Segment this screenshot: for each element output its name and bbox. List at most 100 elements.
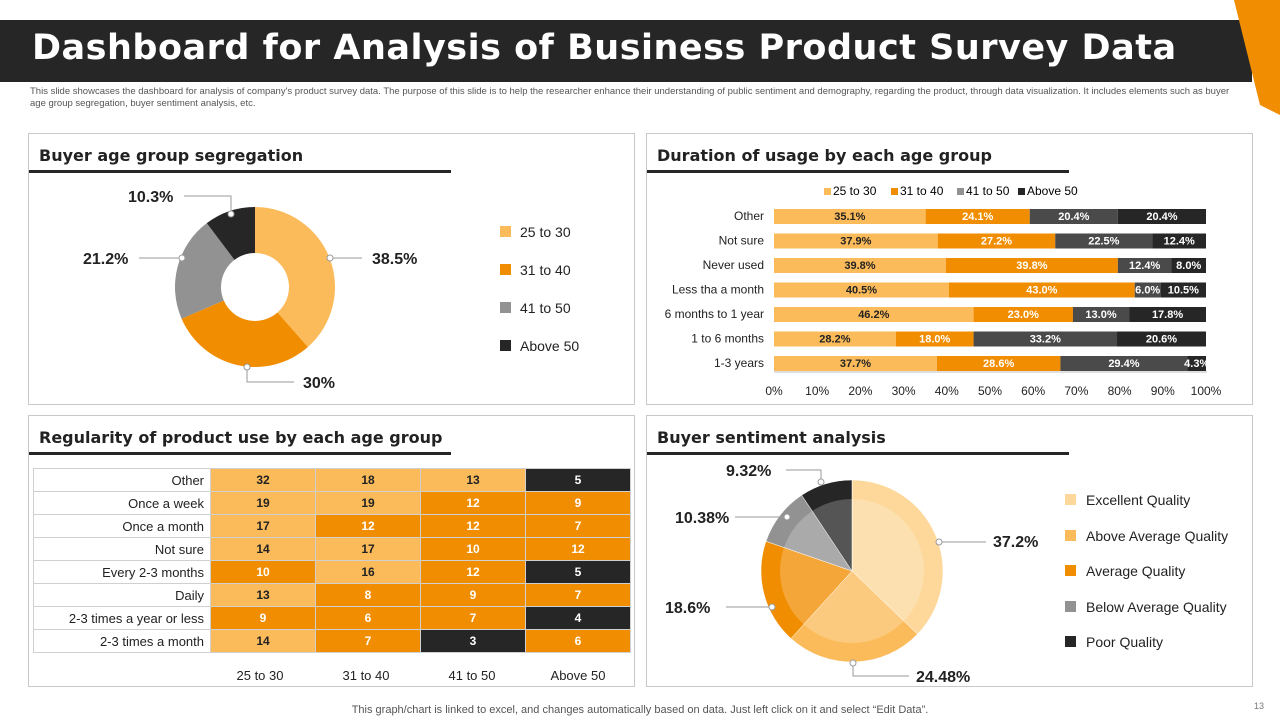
duration-legend-label: 31 to 40 bbox=[900, 184, 944, 198]
age-slice bbox=[255, 207, 335, 348]
duration-x-tick: 80% bbox=[1108, 384, 1132, 398]
regularity-row: Not sure 14 17 10 12 bbox=[33, 537, 631, 561]
regularity-cell: 10 bbox=[210, 560, 316, 584]
sentiment-legend: Excellent Quality Above Average Quality … bbox=[1065, 492, 1228, 650]
regularity-row: Daily 13 8 9 7 bbox=[33, 583, 631, 607]
sentiment-legend-label: Poor Quality bbox=[1086, 634, 1163, 650]
duration-data-label: 4.3% bbox=[1184, 358, 1209, 370]
page-number: 13 bbox=[1253, 701, 1264, 711]
duration-x-tick: 100% bbox=[1191, 384, 1222, 398]
sentiment-panel: Buyer sentiment analysis 37.2% 24.48% 18… bbox=[646, 415, 1253, 687]
regularity-cell: 5 bbox=[525, 468, 631, 492]
regularity-cell: 13 bbox=[420, 468, 526, 492]
duration-x-tick: 40% bbox=[935, 384, 959, 398]
age-legend-swatch bbox=[500, 340, 511, 351]
age-legend-swatch bbox=[500, 226, 511, 237]
sentiment-legend-swatch bbox=[1065, 565, 1076, 576]
duration-title: Duration of usage by each age group bbox=[657, 146, 992, 165]
sentiment-callout-dot bbox=[849, 659, 857, 667]
duration-bar-segment bbox=[774, 307, 974, 322]
regularity-title: Regularity of product use by each age gr… bbox=[39, 428, 443, 447]
regularity-cell: 7 bbox=[315, 629, 421, 653]
regularity-cell: 4 bbox=[525, 606, 631, 630]
duration-bar-segment bbox=[1060, 356, 1188, 371]
regularity-cell: 3 bbox=[420, 629, 526, 653]
duration-bar-segment bbox=[1055, 233, 1153, 249]
regularity-cell: 14 bbox=[210, 629, 316, 653]
duration-legend-label: Above 50 bbox=[1027, 184, 1078, 198]
regularity-row-label: 2-3 times a year or less bbox=[33, 606, 211, 630]
duration-bar-segment bbox=[895, 331, 974, 347]
sentiment-callout-line bbox=[786, 469, 822, 482]
duration-x-tick: 0% bbox=[765, 384, 783, 398]
sentiment-legend-label: Excellent Quality bbox=[1086, 492, 1190, 508]
sentiment-legend-swatch bbox=[1065, 530, 1076, 541]
duration-bar-segment bbox=[774, 356, 937, 371]
age-callout-dot bbox=[227, 210, 235, 218]
duration-data-label: 23.0% bbox=[1008, 309, 1039, 321]
duration-legend-swatch bbox=[824, 188, 831, 195]
duration-data-label: 40.5% bbox=[846, 285, 877, 297]
regularity-column-label: 41 to 50 bbox=[448, 668, 496, 683]
regularity-cell: 12 bbox=[420, 560, 526, 584]
age-legend-label: 31 to 40 bbox=[520, 262, 571, 278]
duration-legend-swatch bbox=[891, 188, 898, 195]
duration-x-tick: 30% bbox=[892, 384, 916, 398]
age-group-title: Buyer age group segregation bbox=[39, 146, 304, 165]
regularity-cell: 17 bbox=[210, 514, 316, 538]
age-legend: 25 to 30 31 to 40 41 to 50 Above 50 bbox=[500, 224, 579, 354]
duration-data-label: 12.4% bbox=[1164, 236, 1195, 248]
duration-legend-swatch bbox=[1018, 188, 1025, 195]
regularity-cell: 12 bbox=[420, 491, 526, 515]
regularity-cell: 7 bbox=[525, 583, 631, 607]
regularity-title-rule bbox=[29, 452, 451, 455]
regularity-column-label: 31 to 40 bbox=[342, 668, 390, 683]
regularity-cell: 17 bbox=[315, 537, 421, 561]
regularity-row-label: Once a week bbox=[33, 491, 211, 515]
duration-data-label: 39.8% bbox=[1016, 260, 1047, 272]
regularity-cell: 19 bbox=[315, 491, 421, 515]
regularity-row-label: Daily bbox=[33, 583, 211, 607]
duration-data-label: 39.8% bbox=[844, 260, 875, 272]
age-donut-chart: 38.5% 30% 21.2% 10.3% 25 to 30 31 to 40 … bbox=[83, 189, 579, 392]
duration-title-rule bbox=[647, 170, 1069, 173]
regularity-row-label: Once a month bbox=[33, 514, 211, 538]
regularity-column-labels: 25 to 30 31 to 40 41 to 50 Above 50 bbox=[207, 668, 631, 683]
duration-bar-segment bbox=[774, 258, 946, 273]
duration-x-tick: 10% bbox=[805, 384, 829, 398]
regularity-cell: 18 bbox=[315, 468, 421, 492]
sentiment-legend-label: Above Average Quality bbox=[1086, 528, 1228, 544]
age-slice bbox=[175, 223, 235, 319]
regularity-cell: 6 bbox=[315, 606, 421, 630]
age-legend-label: Above 50 bbox=[520, 338, 579, 354]
age-legend-swatch bbox=[500, 264, 511, 275]
duration-data-label: 24.1% bbox=[962, 211, 993, 223]
duration-category-label: 1 to 6 months bbox=[691, 332, 764, 346]
regularity-cell: 9 bbox=[525, 491, 631, 515]
duration-x-tick: 20% bbox=[848, 384, 872, 398]
duration-panel: Duration of usage by each age group 25 t… bbox=[646, 133, 1253, 405]
sentiment-callout-line bbox=[852, 663, 909, 677]
corner-accent bbox=[1234, 0, 1280, 115]
age-callout-dot bbox=[178, 254, 186, 262]
duration-data-label: 29.4% bbox=[1108, 358, 1139, 370]
duration-bar-segment bbox=[936, 356, 1061, 371]
duration-bar-segment bbox=[937, 233, 1056, 249]
sentiment-callout-dot bbox=[935, 538, 943, 546]
regularity-row: Once a month 17 12 12 7 bbox=[33, 514, 631, 538]
duration-bar-segment bbox=[774, 209, 926, 224]
duration-x-tick: 70% bbox=[1064, 384, 1088, 398]
duration-bar-segment bbox=[1072, 307, 1130, 322]
duration-category-label: Never used bbox=[703, 258, 764, 272]
duration-legend-swatch bbox=[957, 188, 964, 195]
duration-bar-segment bbox=[1152, 233, 1206, 249]
sentiment-callout-dot bbox=[768, 603, 776, 611]
regularity-heatmap: Other 32 18 13 5 Once a week 19 19 12 9 Once a mon… bbox=[33, 468, 631, 653]
duration-data-label: 8.0% bbox=[1176, 260, 1201, 272]
duration-data-label: 33.2% bbox=[1030, 334, 1061, 346]
sentiment-callout-dot bbox=[783, 513, 791, 521]
duration-bar-segment bbox=[1117, 258, 1172, 273]
sentiment-legend-label: Average Quality bbox=[1086, 563, 1185, 579]
regularity-row: Once a week 19 19 12 9 bbox=[33, 491, 631, 515]
age-value-label: 21.2% bbox=[83, 251, 128, 268]
